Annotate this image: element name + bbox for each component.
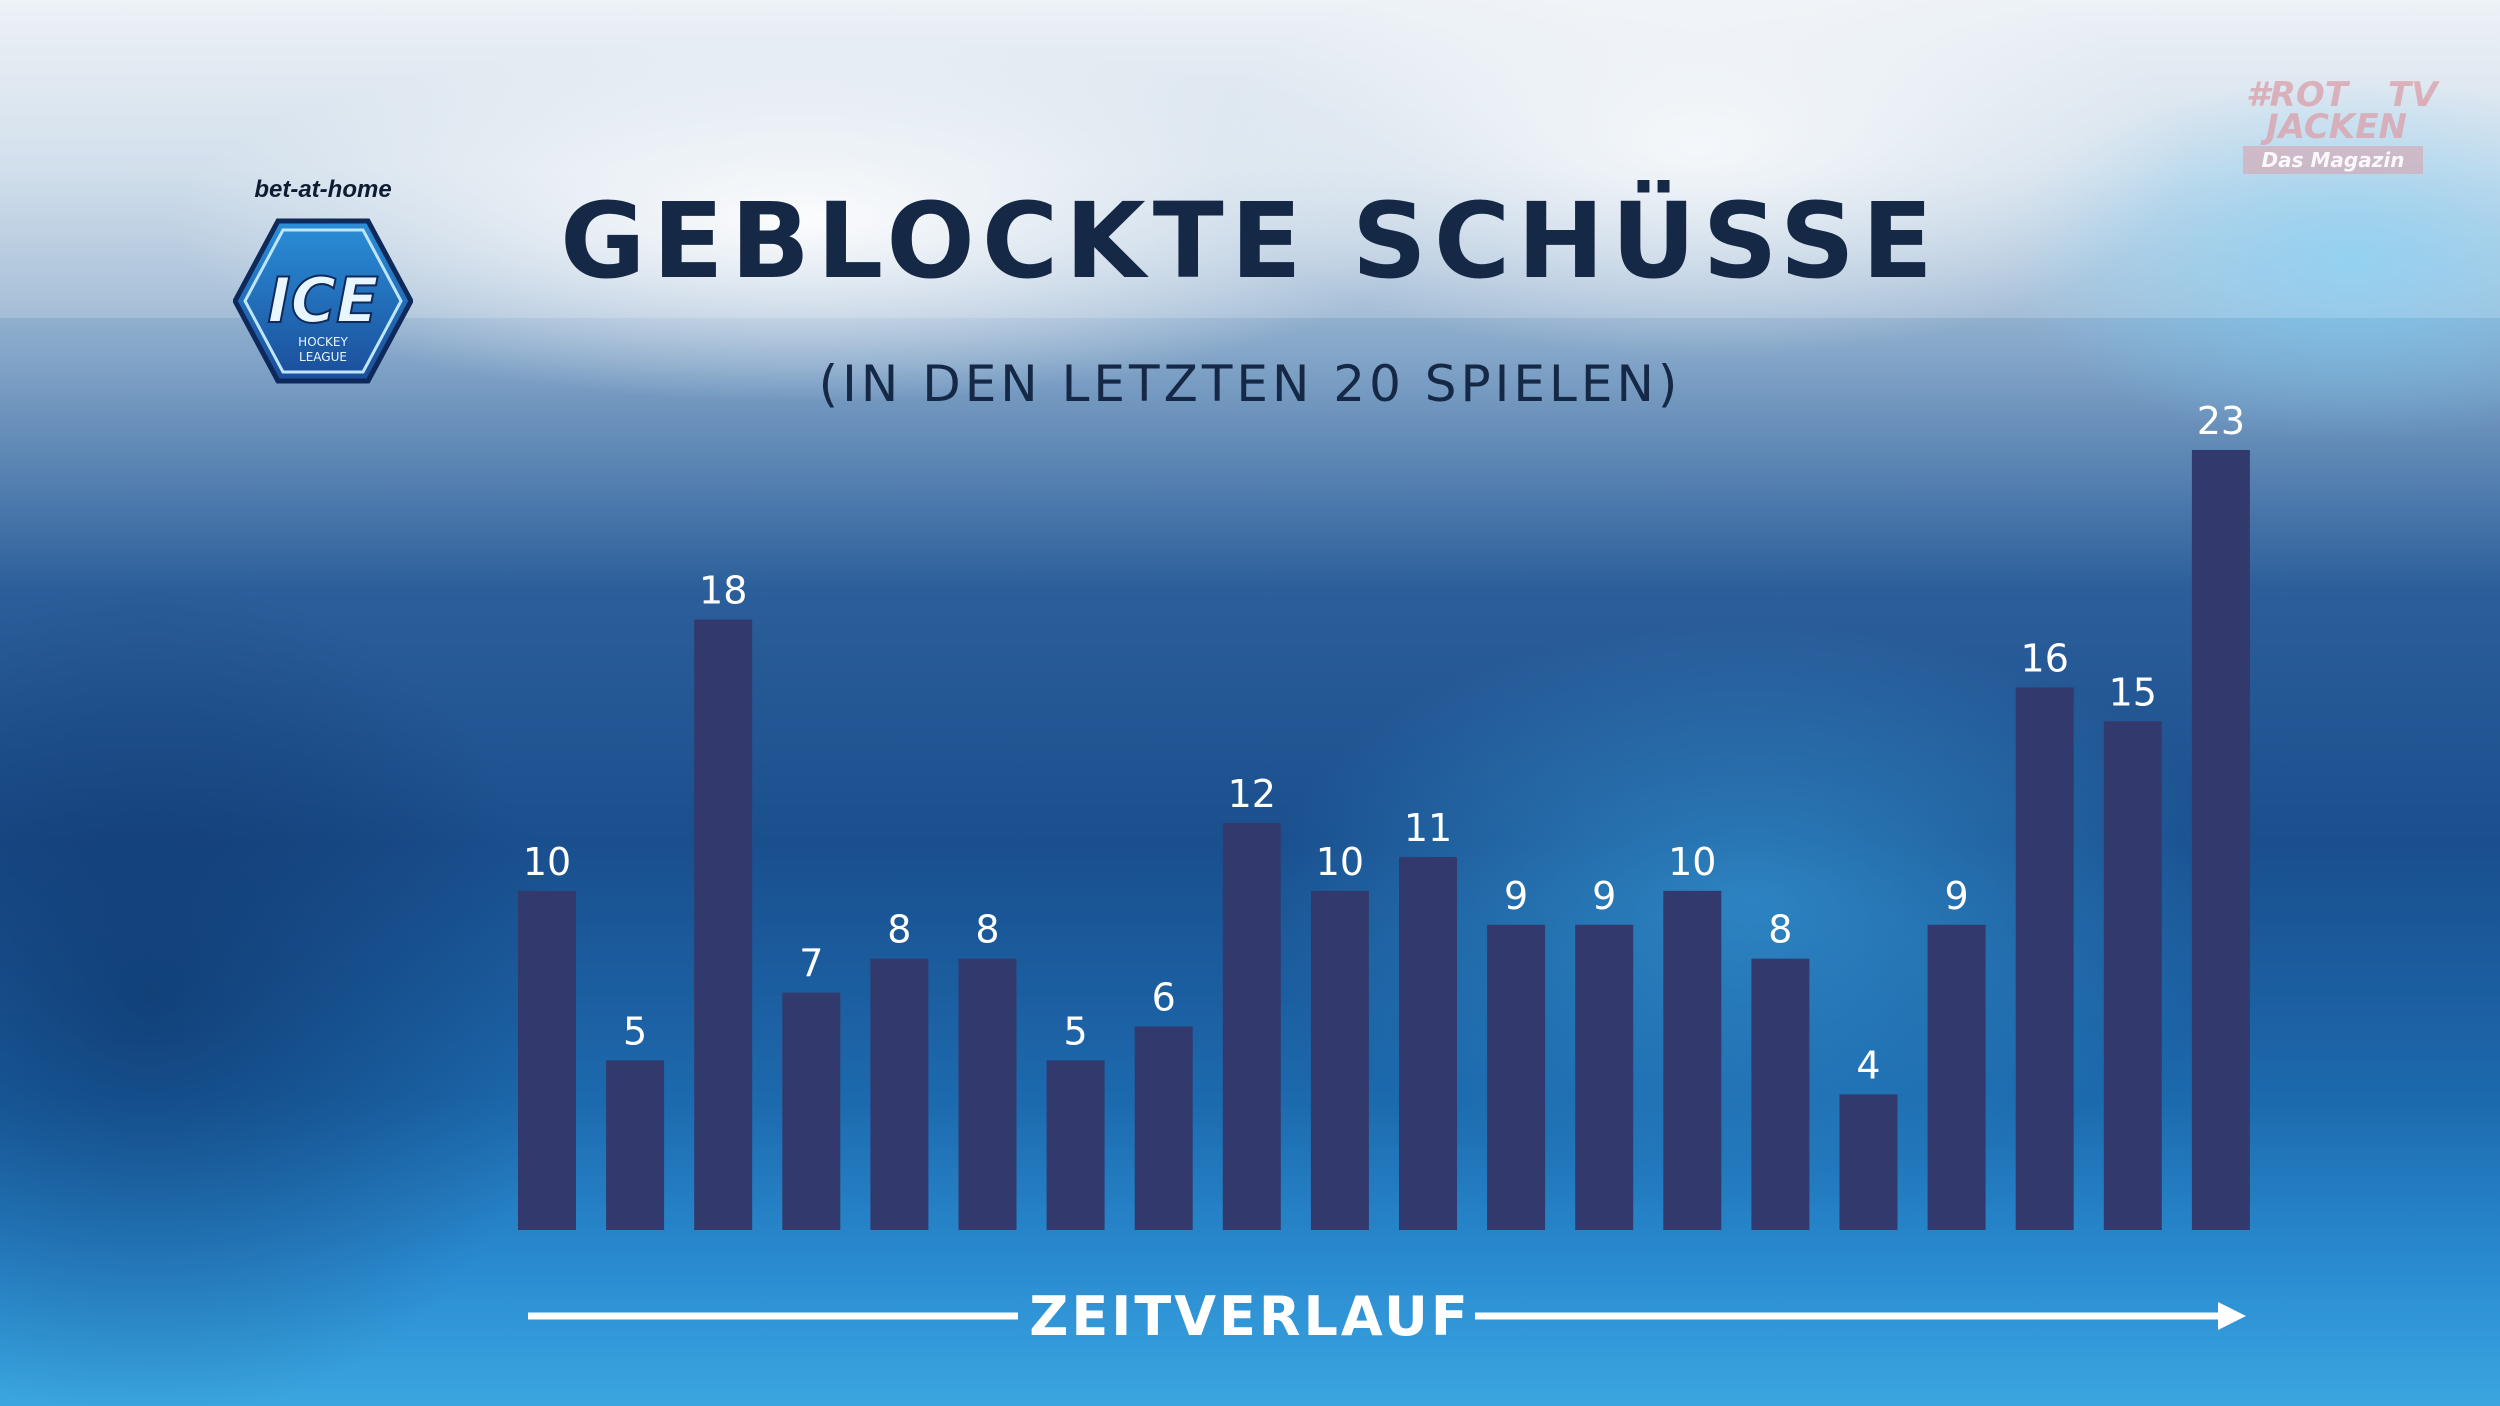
bar-3 (694, 619, 753, 1230)
bar-label-17: 9 (1945, 874, 1969, 918)
magazine-line-2: JACKEN (2260, 107, 2407, 147)
ice-mark: ICE (268, 264, 379, 337)
bar-14 (1663, 890, 1722, 1230)
bar-label-11: 11 (1404, 806, 1452, 850)
magazine-logo: #ROT TV JACKEN Das Magazin (2243, 75, 2440, 174)
bar-label-16: 4 (1856, 1043, 1880, 1087)
bar-2 (606, 1060, 665, 1230)
bar-17 (1927, 924, 1986, 1230)
bar-label-4: 7 (799, 942, 823, 986)
bar-label-6: 8 (975, 908, 999, 952)
bar-label-18: 16 (2021, 636, 2069, 680)
bar-label-2: 5 (623, 1009, 647, 1053)
magazine-line-1: #ROT (2246, 75, 2351, 115)
bar-7 (1046, 1060, 1105, 1230)
bar-label-20: 23 (2197, 399, 2245, 443)
sponsor-logo-text: bet-at-home (254, 176, 392, 203)
title-band (0, 0, 2500, 318)
bar-label-15: 8 (1768, 908, 1792, 952)
bar-13 (1575, 924, 1634, 1230)
bar-11 (1399, 856, 1457, 1230)
bar-label-10: 10 (1316, 840, 1364, 884)
bar-15 (1751, 958, 1810, 1230)
bar-5 (870, 958, 929, 1230)
bar-10 (1310, 890, 1369, 1230)
bar-4 (782, 992, 841, 1230)
bar-label-8: 6 (1152, 976, 1176, 1020)
bar-label-9: 12 (1228, 772, 1276, 816)
bar-label-19: 15 (2109, 670, 2157, 714)
bar-label-12: 9 (1504, 874, 1528, 918)
bar-label-14: 10 (1668, 840, 1716, 884)
x-axis-label: ZEITVERLAUF (1029, 1285, 1471, 1348)
bar-9 (1222, 823, 1281, 1230)
chart-title: GEBLOCKTE SCHÜSSE (560, 180, 1940, 302)
bar-16 (1839, 1094, 1898, 1230)
league-sub-1: HOCKEY (298, 335, 348, 349)
ice-hexagon-icon: ICE HOCKEY LEAGUE (233, 218, 413, 384)
data-labels-group: 10 5 18 7 8 8 5 6 12 10 11 9 9 10 8 4 9 16 15 23 (523, 399, 2245, 1087)
league-logo: bet-at-home ICE HOCKEY LEAGUE (228, 176, 418, 386)
bar-6 (958, 958, 1017, 1230)
bar-label-3: 18 (699, 569, 747, 613)
magazine-line-1b: TV (2388, 75, 2440, 115)
bar-12 (1487, 924, 1546, 1230)
chart-subtitle: (IN DEN LETZTEN 20 SPIELEN) (818, 355, 1682, 413)
bar-18 (2015, 687, 2074, 1230)
bar-1 (518, 890, 576, 1230)
bar-8 (1134, 1026, 1193, 1230)
bar-20 (2191, 450, 2250, 1230)
bar-label-13: 9 (1592, 874, 1616, 918)
time-axis-arrow (528, 1302, 2246, 1330)
bars-group (518, 450, 2250, 1230)
bar-label-7: 5 (1064, 1009, 1088, 1053)
league-sub-2: LEAGUE (299, 350, 347, 364)
bar-label-1: 10 (523, 840, 571, 884)
magazine-line-3: Das Magazin (2262, 148, 2405, 172)
arrow-head-icon (2218, 1302, 2246, 1330)
bar-19 (2103, 721, 2162, 1230)
bar-label-5: 8 (887, 908, 911, 952)
